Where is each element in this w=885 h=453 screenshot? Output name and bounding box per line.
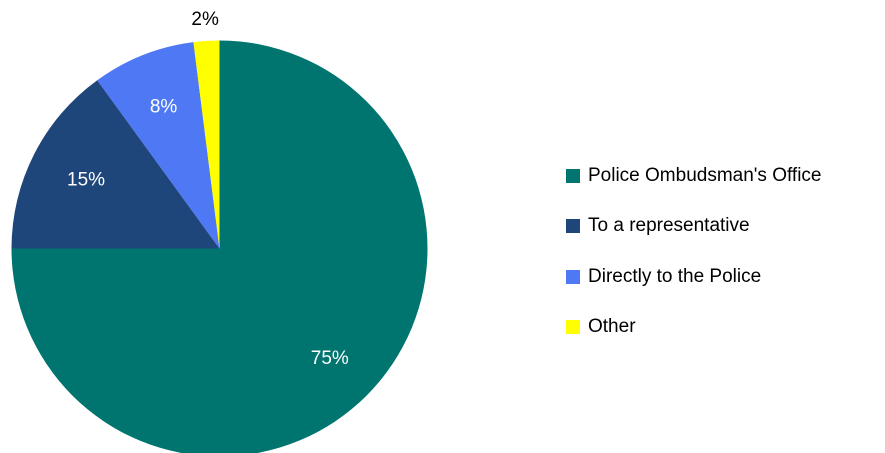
legend-swatch-directly-police — [566, 269, 580, 284]
pie-slice-other — [193, 40, 220, 249]
data-label-police-ombudsman: 75% — [311, 348, 349, 369]
legend-swatch-police-ombudsman — [566, 168, 580, 183]
legend-swatch-other — [566, 320, 580, 334]
legend-label-police-ombudsman: Police Ombudsman's Office — [588, 164, 822, 186]
data-label-other: 2% — [191, 9, 219, 30]
pie-slice-directly-police — [97, 42, 220, 249]
pie-slice-police-ombudsman — [11, 40, 428, 453]
pie-slice-representative — [11, 80, 220, 249]
legend-swatch-representative — [566, 219, 580, 233]
legend-label-other: Other — [588, 316, 636, 337]
legend-label-representative: To a representative — [588, 215, 750, 236]
legend-label-directly-police: Directly to the Police — [588, 265, 762, 287]
legend-item-directly-police: Directly to the Police — [566, 264, 821, 289]
chart-legend: Police Ombudsman's Office To a represent… — [566, 163, 821, 365]
legend-item-representative: To a representative — [566, 214, 821, 239]
data-label-directly-police: 8% — [150, 96, 178, 117]
legend-item-police-ombudsman: Police Ombudsman's Office — [566, 163, 821, 188]
data-label-representative: 15% — [67, 170, 105, 191]
legend-item-other: Other — [566, 315, 821, 340]
